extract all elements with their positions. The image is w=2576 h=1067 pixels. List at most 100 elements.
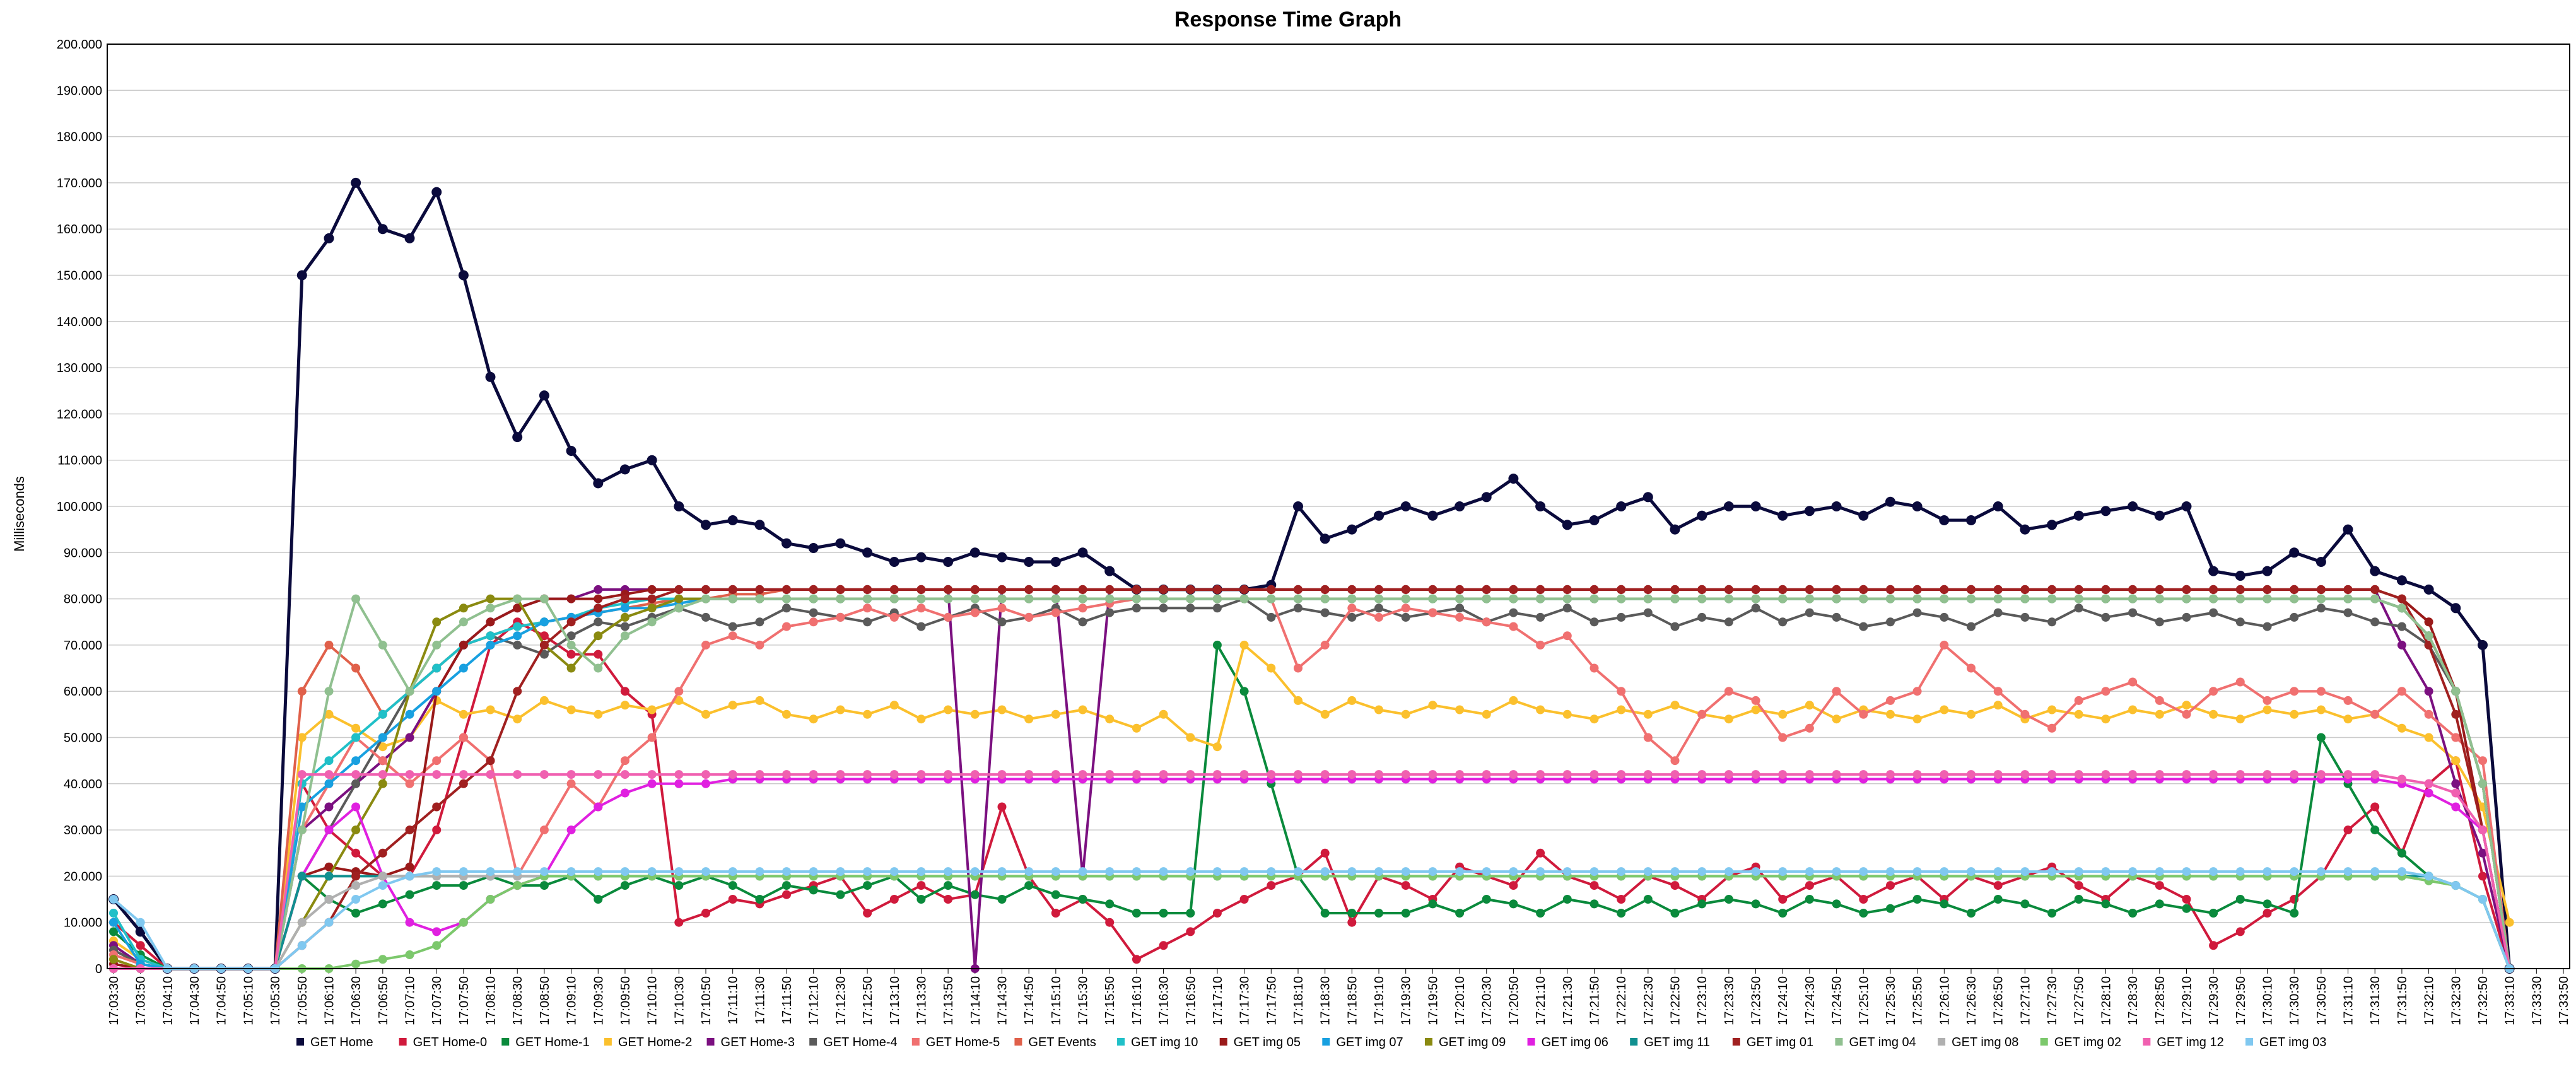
y-tick-label: 10.000 — [64, 916, 102, 930]
data-point — [1805, 608, 1814, 617]
data-point — [2478, 895, 2487, 904]
data-point — [109, 927, 118, 936]
data-point — [1670, 881, 1680, 890]
series-line — [112, 643, 2511, 970]
data-point — [1859, 594, 1868, 603]
data-point — [1886, 904, 1895, 913]
data-point — [1078, 770, 1087, 779]
data-point — [1536, 640, 1545, 650]
data-point — [2074, 585, 2083, 594]
series-line — [112, 870, 2511, 970]
data-point — [674, 918, 684, 927]
data-point — [970, 867, 980, 877]
data-point — [1051, 867, 1060, 877]
data-point — [944, 612, 953, 622]
data-point — [754, 520, 765, 530]
data-point — [1267, 594, 1276, 603]
data-point — [916, 867, 926, 877]
data-point — [1562, 895, 1572, 904]
data-point — [1455, 909, 1465, 918]
data-point — [2316, 770, 2326, 779]
data-point — [1186, 867, 1195, 877]
data-point — [836, 594, 845, 603]
data-point — [2074, 881, 2083, 890]
data-point — [2182, 867, 2191, 877]
data-point — [2262, 566, 2273, 576]
data-point — [2343, 524, 2353, 535]
y-tick-label: 70.000 — [64, 639, 102, 653]
data-point — [863, 770, 872, 779]
data-point — [1778, 895, 1788, 904]
legend-swatch — [1424, 1038, 1432, 1046]
x-tick-label: 17:15:10 — [1050, 976, 1063, 1025]
data-point — [1267, 612, 1276, 622]
data-point — [2263, 867, 2272, 877]
data-point — [2182, 594, 2191, 603]
x-tick-label: 17:19:30 — [1400, 976, 1414, 1025]
data-point — [1536, 909, 1545, 918]
x-tick-label: 17:14:10 — [969, 976, 983, 1025]
data-point — [1805, 585, 1814, 594]
y-tick-label: 110.000 — [57, 454, 102, 468]
data-point — [2020, 524, 2030, 535]
data-point — [324, 802, 334, 812]
data-point — [1428, 770, 1437, 779]
data-point — [1778, 585, 1788, 594]
data-point — [2047, 585, 2057, 594]
data-point — [1428, 594, 1437, 603]
data-point — [539, 617, 549, 627]
y-tick-label: 30.000 — [64, 824, 102, 837]
data-point — [674, 867, 684, 877]
x-tick-label: 17:25:50 — [1911, 976, 1925, 1025]
data-point — [1589, 515, 1600, 525]
x-tick-label: 17:16:30 — [1157, 976, 1171, 1025]
data-point — [539, 390, 549, 401]
data-point — [835, 538, 846, 549]
data-point — [539, 825, 549, 835]
data-point — [1724, 585, 1733, 594]
data-point — [2451, 779, 2461, 788]
data-point — [1751, 603, 1760, 613]
x-tick-label: 17:13:50 — [942, 976, 956, 1025]
data-point — [2370, 585, 2380, 594]
legend-label: GET Home-4 — [823, 1035, 897, 1049]
data-point — [566, 770, 576, 779]
data-point — [1320, 867, 1330, 877]
data-point — [459, 779, 468, 788]
data-point — [2423, 584, 2434, 595]
data-point — [1832, 899, 1841, 909]
x-tick-label: 17:17:50 — [1265, 976, 1279, 1025]
data-point — [1886, 594, 1895, 603]
data-point — [2155, 696, 2164, 705]
data-point — [1912, 608, 1922, 617]
data-point — [2343, 770, 2353, 779]
data-point — [1697, 594, 1707, 603]
data-point — [701, 612, 710, 622]
data-point — [1428, 585, 1437, 594]
data-point — [944, 895, 953, 904]
data-point — [863, 603, 872, 613]
data-point — [1832, 612, 1841, 622]
x-tick-label: 17:04:10 — [161, 976, 175, 1025]
data-point — [1159, 603, 1168, 613]
data-point — [809, 594, 818, 603]
data-point — [1401, 594, 1410, 603]
data-point — [2397, 774, 2406, 784]
data-point — [1724, 594, 1733, 603]
data-point — [2209, 687, 2218, 696]
data-point — [727, 515, 738, 525]
data-point — [1509, 899, 1518, 909]
data-point — [2101, 714, 2111, 724]
data-point — [997, 617, 1007, 627]
data-point — [351, 881, 361, 890]
data-point — [2182, 585, 2191, 594]
x-tick-label: 17:21:10 — [1534, 976, 1548, 1025]
data-point — [1078, 895, 1087, 904]
data-point — [1401, 709, 1410, 719]
data-point — [782, 709, 791, 719]
data-point — [997, 802, 1007, 812]
data-point — [1105, 714, 1115, 724]
data-point — [2290, 867, 2299, 877]
data-point — [782, 890, 791, 899]
data-point — [432, 756, 442, 766]
